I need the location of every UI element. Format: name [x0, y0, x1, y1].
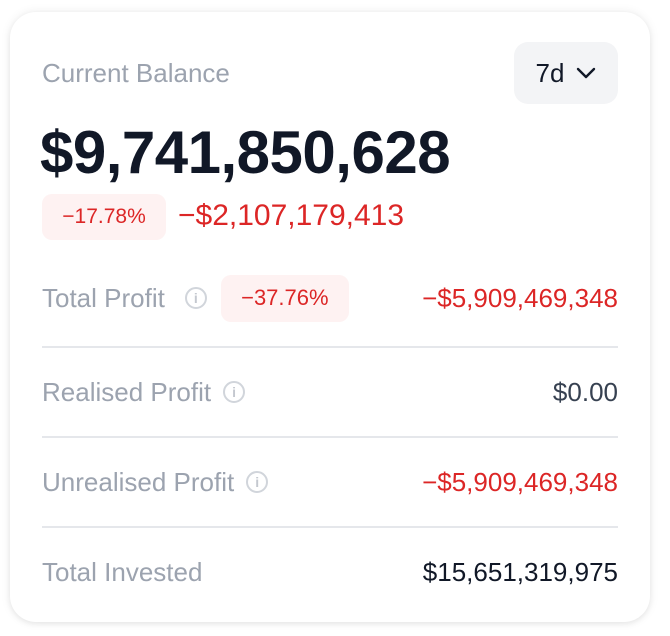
row-value: −$5,909,469,348 [422, 466, 618, 497]
row-value: $15,651,319,975 [422, 556, 618, 587]
row-total-invested: Total Invested $15,651,319,975 [42, 549, 618, 595]
divider [42, 346, 618, 348]
balance-card: Current Balance 7d $9,741,850,628 −17.78… [10, 12, 650, 622]
row-value: −$5,909,469,348 [422, 282, 618, 313]
divider [42, 526, 618, 528]
row-label: Total Profit [42, 282, 165, 313]
divider [42, 436, 618, 438]
total-profit-percent: −37.76% [220, 274, 349, 322]
row-unrealised-profit: Unrealised Profit i −$5,909,469,348 [42, 459, 618, 505]
chevron-down-icon [577, 67, 596, 79]
info-icon[interactable]: i [246, 471, 269, 493]
balance-change-percent: −17.78% [42, 194, 166, 240]
info-icon[interactable]: i [184, 287, 207, 309]
period-selected: 7d [535, 57, 565, 88]
row-label: Realised Profit [42, 376, 212, 407]
row-value: $0.00 [552, 376, 618, 407]
period-dropdown[interactable]: 7d [514, 42, 618, 104]
info-icon[interactable]: i [223, 381, 246, 403]
card-title: Current Balance [42, 58, 230, 88]
row-label: Unrealised Profit [42, 466, 235, 497]
current-balance: $9,741,850,628 [40, 119, 451, 186]
row-realised-profit: Realised Profit i $0.00 [42, 369, 618, 415]
row-total-profit: Total Profit i −37.76% −$5,909,469,348 [42, 274, 618, 322]
row-label: Total Invested [42, 556, 203, 587]
balance-change-amount: −$2,107,179,413 [178, 199, 405, 232]
